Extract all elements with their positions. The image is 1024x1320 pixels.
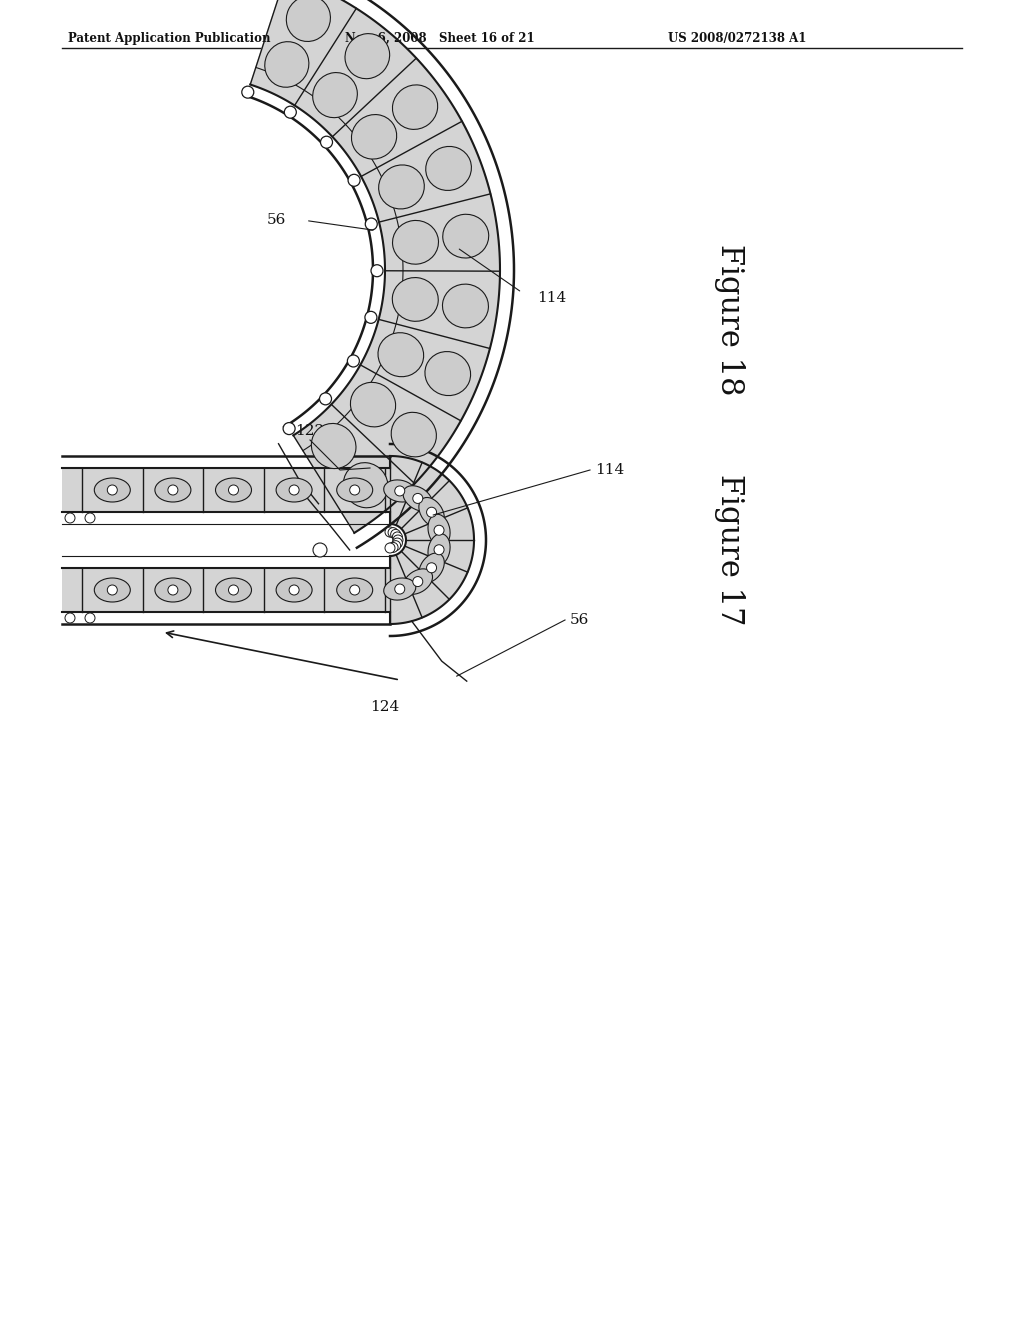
Ellipse shape bbox=[343, 463, 388, 508]
Ellipse shape bbox=[287, 0, 331, 41]
Ellipse shape bbox=[428, 515, 451, 546]
Circle shape bbox=[65, 513, 75, 523]
Ellipse shape bbox=[94, 478, 130, 502]
Ellipse shape bbox=[94, 578, 130, 602]
Circle shape bbox=[427, 562, 436, 573]
Ellipse shape bbox=[384, 480, 416, 502]
Ellipse shape bbox=[419, 553, 444, 582]
Circle shape bbox=[313, 543, 327, 557]
Circle shape bbox=[395, 486, 404, 496]
Circle shape bbox=[108, 484, 118, 495]
Bar bbox=[62, 469, 390, 512]
Ellipse shape bbox=[392, 84, 437, 129]
Circle shape bbox=[413, 494, 423, 503]
Ellipse shape bbox=[419, 498, 444, 527]
Circle shape bbox=[371, 265, 383, 277]
Circle shape bbox=[283, 422, 295, 434]
Circle shape bbox=[391, 541, 400, 550]
Ellipse shape bbox=[312, 73, 357, 117]
Circle shape bbox=[392, 532, 402, 543]
Ellipse shape bbox=[392, 220, 438, 264]
Ellipse shape bbox=[378, 333, 424, 376]
Circle shape bbox=[85, 513, 95, 523]
Ellipse shape bbox=[276, 478, 312, 502]
Circle shape bbox=[385, 527, 395, 537]
Polygon shape bbox=[250, 0, 500, 533]
Text: 124: 124 bbox=[371, 700, 399, 714]
Circle shape bbox=[319, 393, 332, 405]
Ellipse shape bbox=[351, 115, 396, 160]
Circle shape bbox=[289, 585, 299, 595]
Ellipse shape bbox=[337, 478, 373, 502]
Text: Patent Application Publication: Patent Application Publication bbox=[68, 32, 270, 45]
Circle shape bbox=[391, 529, 400, 540]
Text: 56: 56 bbox=[570, 612, 590, 627]
Text: 122: 122 bbox=[295, 424, 325, 438]
Circle shape bbox=[388, 528, 398, 537]
Ellipse shape bbox=[442, 284, 488, 327]
Circle shape bbox=[228, 585, 239, 595]
Circle shape bbox=[289, 484, 299, 495]
Circle shape bbox=[388, 543, 398, 552]
Ellipse shape bbox=[215, 478, 252, 502]
Circle shape bbox=[321, 136, 333, 148]
Circle shape bbox=[348, 174, 360, 186]
Ellipse shape bbox=[265, 42, 309, 87]
Ellipse shape bbox=[392, 277, 438, 321]
Circle shape bbox=[366, 218, 377, 230]
Circle shape bbox=[434, 525, 444, 535]
Ellipse shape bbox=[350, 383, 395, 426]
Ellipse shape bbox=[311, 424, 356, 469]
Text: Figure 18: Figure 18 bbox=[715, 244, 745, 396]
Ellipse shape bbox=[345, 33, 390, 79]
Ellipse shape bbox=[391, 412, 436, 457]
Circle shape bbox=[392, 539, 402, 548]
Text: Nov. 6, 2008   Sheet 16 of 21: Nov. 6, 2008 Sheet 16 of 21 bbox=[345, 32, 535, 45]
Circle shape bbox=[395, 583, 404, 594]
Polygon shape bbox=[390, 455, 474, 624]
Bar bbox=[62, 568, 390, 612]
Ellipse shape bbox=[379, 165, 424, 209]
Circle shape bbox=[228, 484, 239, 495]
Circle shape bbox=[385, 543, 395, 553]
Text: Figure 17: Figure 17 bbox=[715, 474, 745, 626]
Circle shape bbox=[365, 312, 377, 323]
Ellipse shape bbox=[155, 478, 190, 502]
Ellipse shape bbox=[276, 578, 312, 602]
Circle shape bbox=[427, 507, 436, 517]
Ellipse shape bbox=[426, 147, 471, 190]
Circle shape bbox=[350, 585, 359, 595]
Circle shape bbox=[168, 585, 178, 595]
Ellipse shape bbox=[384, 578, 416, 601]
Circle shape bbox=[350, 484, 359, 495]
Ellipse shape bbox=[403, 486, 432, 511]
Circle shape bbox=[65, 612, 75, 623]
Circle shape bbox=[285, 106, 296, 119]
Circle shape bbox=[413, 577, 423, 586]
Ellipse shape bbox=[442, 214, 488, 257]
Text: 114: 114 bbox=[537, 290, 566, 305]
Ellipse shape bbox=[403, 569, 432, 594]
Circle shape bbox=[347, 355, 359, 367]
Ellipse shape bbox=[425, 351, 471, 396]
Circle shape bbox=[85, 612, 95, 623]
Circle shape bbox=[168, 484, 178, 495]
Circle shape bbox=[434, 545, 444, 554]
Ellipse shape bbox=[215, 578, 252, 602]
Circle shape bbox=[108, 585, 118, 595]
Text: US 2008/0272138 A1: US 2008/0272138 A1 bbox=[668, 32, 806, 45]
Ellipse shape bbox=[155, 578, 190, 602]
Circle shape bbox=[242, 86, 254, 98]
Ellipse shape bbox=[337, 578, 373, 602]
Text: 114: 114 bbox=[595, 463, 625, 477]
Circle shape bbox=[393, 535, 403, 545]
Text: 56: 56 bbox=[266, 214, 286, 227]
Ellipse shape bbox=[428, 533, 451, 566]
